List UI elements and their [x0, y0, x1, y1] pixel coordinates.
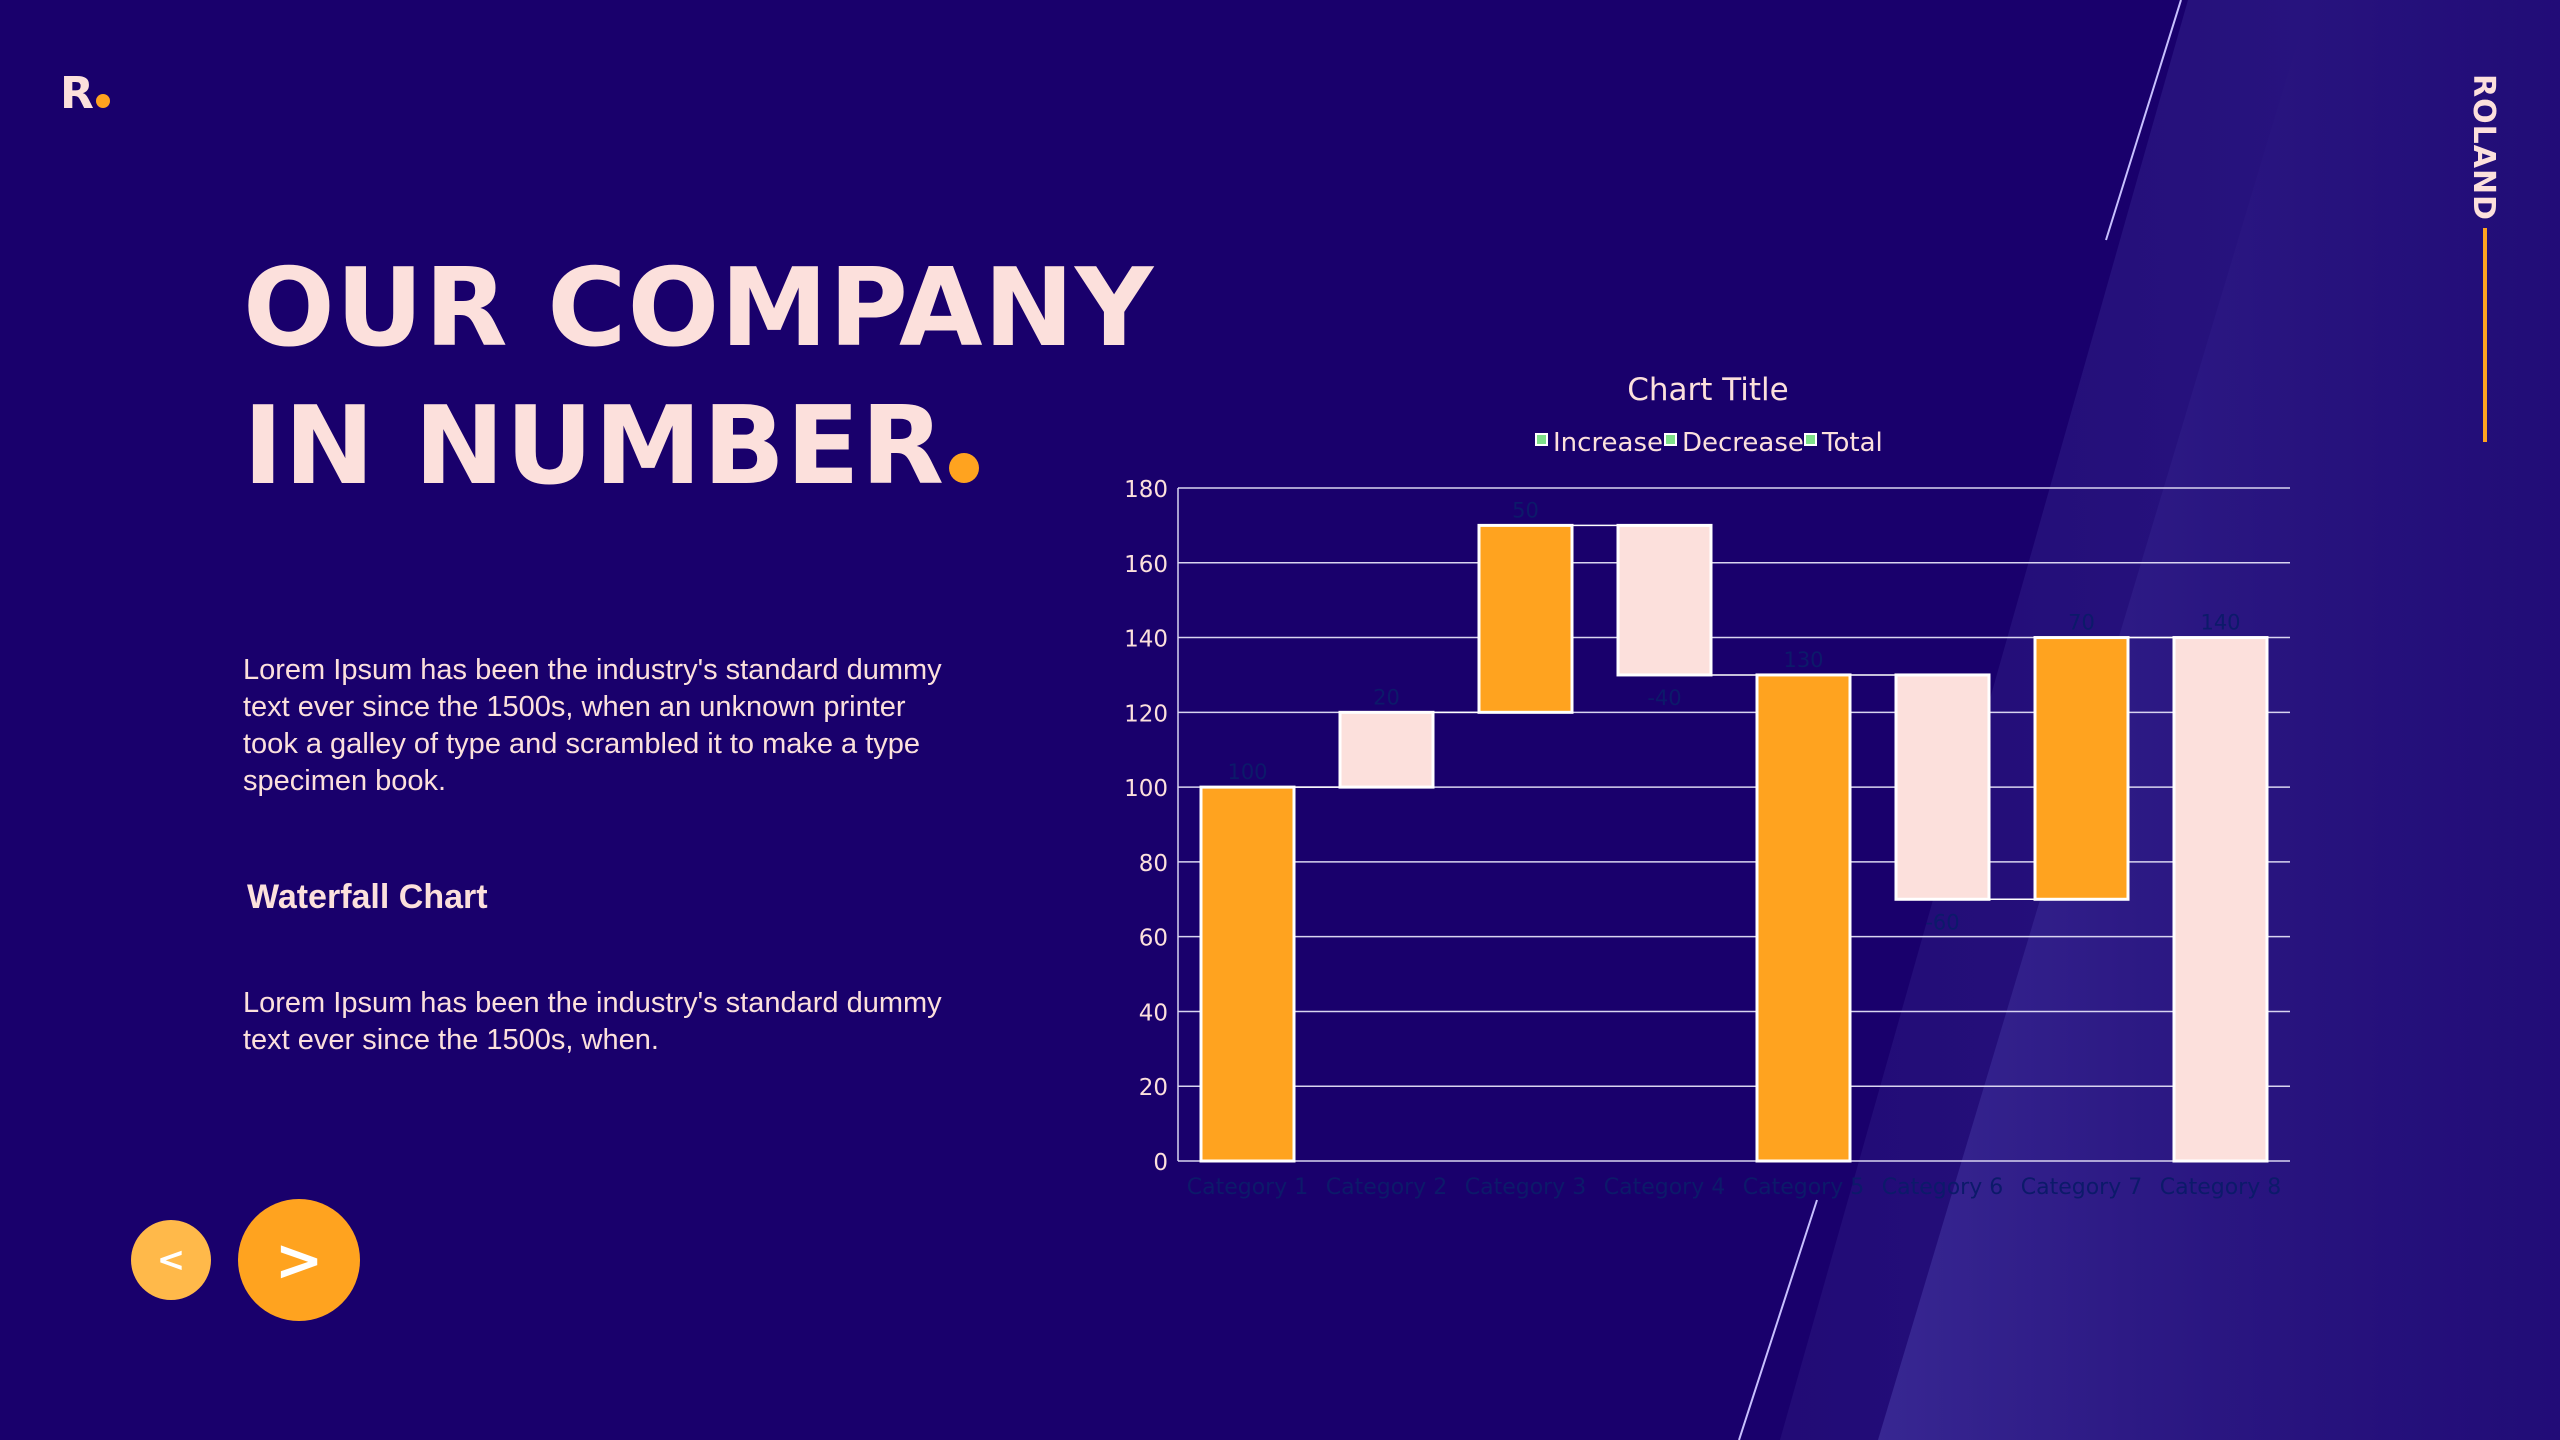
y-tick-label: 160 [1124, 552, 1168, 578]
chevron-right-icon: > [274, 1226, 324, 1294]
x-tick-label: Category 7 [2021, 1175, 2142, 1200]
logo: R [60, 68, 110, 119]
x-tick-label: Category 5 [1743, 1175, 1864, 1200]
y-tick-label: 80 [1139, 851, 1168, 877]
chevron-left-icon: < [156, 1240, 186, 1280]
legend-marker-icon [1664, 433, 1677, 446]
x-tick-label: Category 8 [2160, 1175, 2281, 1200]
legend-item: Decrease [1682, 428, 1804, 458]
x-tick-label: Category 1 [1187, 1175, 1308, 1200]
data-label: 20 [1373, 685, 1400, 709]
y-tick-label: 140 [1124, 627, 1168, 653]
x-tick-label: Category 4 [1604, 1175, 1725, 1200]
diagonal-line [1738, 1199, 1818, 1440]
data-label: 50 [1512, 498, 1539, 522]
page-title: OUR COMPANY IN NUMBER [243, 240, 1154, 516]
y-tick-label: 180 [1124, 477, 1168, 503]
y-tick-label: 60 [1139, 926, 1168, 952]
accent-line [2483, 228, 2487, 442]
data-label: 100 [1227, 760, 1267, 784]
brand-side-label: ROLAND [2466, 74, 2501, 221]
x-tick-label: Category 6 [1882, 1175, 2003, 1200]
chart-title: Chart Title [1627, 372, 1788, 408]
legend-item: Increase [1553, 428, 1663, 458]
bar [1894, 673, 1991, 901]
data-label: -60 [1925, 910, 1959, 934]
bar [1616, 523, 1713, 677]
title-dot [948, 453, 979, 483]
next-button[interactable]: > [238, 1199, 360, 1321]
data-label: 130 [1783, 648, 1823, 672]
x-tick-label: Category 2 [1326, 1175, 1447, 1200]
y-tick-label: 0 [1153, 1150, 1168, 1176]
data-label: 70 [2068, 611, 2095, 635]
bar [2033, 636, 2130, 901]
legend-marker-icon [1535, 433, 1548, 446]
bar [1199, 785, 1296, 1163]
legend-marker-icon [1804, 433, 1817, 446]
description-paragraph: Lorem Ipsum has been the industry's stan… [243, 987, 942, 1056]
x-tick-label: Category 3 [1465, 1175, 1586, 1200]
previous-button[interactable]: < [131, 1220, 211, 1300]
y-tick-label: 120 [1124, 701, 1168, 727]
data-label: 140 [2200, 611, 2240, 635]
y-tick-label: 40 [1139, 1000, 1168, 1026]
bar [1755, 673, 1852, 1163]
chart-subheading: Waterfall Chart [247, 878, 488, 916]
logo-letter: R [60, 68, 94, 119]
y-tick-label: 20 [1139, 1075, 1168, 1101]
legend-item: Total [1821, 428, 1883, 458]
logo-dot [95, 94, 110, 108]
y-tick-label: 100 [1124, 776, 1168, 802]
intro-paragraph: Lorem Ipsum has been the industry's stan… [243, 654, 942, 797]
title-line-1: OUR COMPANY [243, 246, 1155, 371]
data-label: -40 [1647, 686, 1681, 710]
bar [2172, 636, 2269, 1163]
title-line-2: IN NUMBER [243, 384, 945, 509]
bar [1477, 523, 1574, 714]
diagonal-line [2105, 0, 2182, 241]
bar [1338, 710, 1435, 789]
